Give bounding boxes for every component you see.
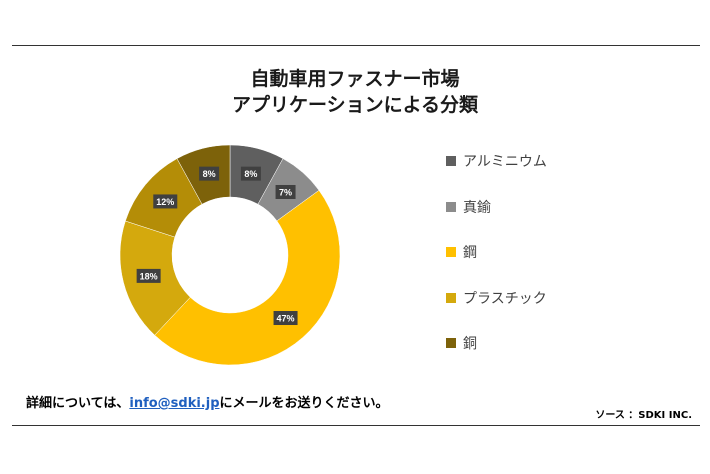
- data-label-box-0: [240, 166, 261, 181]
- legend-item-1: 真鍮: [446, 196, 547, 218]
- data-label-box-5: [199, 166, 220, 181]
- data-label-text-2: 47%: [277, 314, 295, 324]
- data-label-1: 7%: [275, 184, 296, 199]
- contact-note-prefix: 詳細については、: [26, 396, 130, 411]
- legend-label: アルミニウム: [463, 154, 547, 170]
- legend-item-3: プラスチック: [446, 287, 547, 309]
- legend-swatch: [446, 247, 456, 257]
- legend-item-4: 銅: [446, 332, 547, 354]
- chart-title-line1: 自動車用ファスナー市場: [250, 68, 460, 90]
- donut-chart: 8% 7% 47% 18% 12% 8%: [119, 144, 341, 366]
- data-label-text-3: 18%: [140, 271, 158, 281]
- legend-swatch: [446, 156, 456, 166]
- legend-swatch: [446, 338, 456, 348]
- data-label-5: 8%: [199, 166, 220, 181]
- data-label-box-3: [136, 268, 161, 283]
- legend-item-0: アルミニウム: [446, 150, 547, 172]
- data-label-text-0: 8%: [244, 169, 257, 179]
- contact-note: 詳細については、info@sdki.jpにメールをお送りください。: [26, 392, 389, 411]
- legend-swatch: [446, 201, 456, 212]
- email-link[interactable]: info@sdki.jp: [129, 396, 220, 411]
- source-credit: ソース ：SDKI INC.: [595, 410, 692, 421]
- legend-item-2: 鋼: [446, 241, 547, 263]
- data-label-4: 12%: [153, 194, 178, 209]
- data-label-box-2: [273, 311, 298, 326]
- data-label-3: 18%: [136, 268, 161, 283]
- legend-label: 真鍮: [463, 199, 491, 216]
- contact-note-suffix: にメールをお送りください。: [219, 396, 389, 411]
- data-label-box-1: [275, 184, 296, 199]
- chart-title-line2: アプリケーションによる分類: [231, 94, 479, 116]
- data-label-text-5: 8%: [203, 169, 216, 179]
- bottom-divider: [12, 425, 700, 426]
- top-divider: [12, 45, 700, 46]
- data-label-0: 8%: [240, 166, 261, 181]
- legend-swatch: [446, 292, 456, 303]
- legend-label: 銅: [463, 336, 477, 352]
- chart-legend: アルミニウム 真鍮鋼プラスチック銅: [446, 150, 547, 378]
- data-label-box-4: [153, 194, 178, 209]
- legend-label: 鋼: [463, 245, 477, 261]
- data-label-2: 47%: [273, 311, 298, 326]
- data-label-text-1: 7%: [279, 187, 292, 197]
- legend-label: プラスチック: [463, 290, 547, 307]
- data-label-text-4: 12%: [156, 197, 174, 207]
